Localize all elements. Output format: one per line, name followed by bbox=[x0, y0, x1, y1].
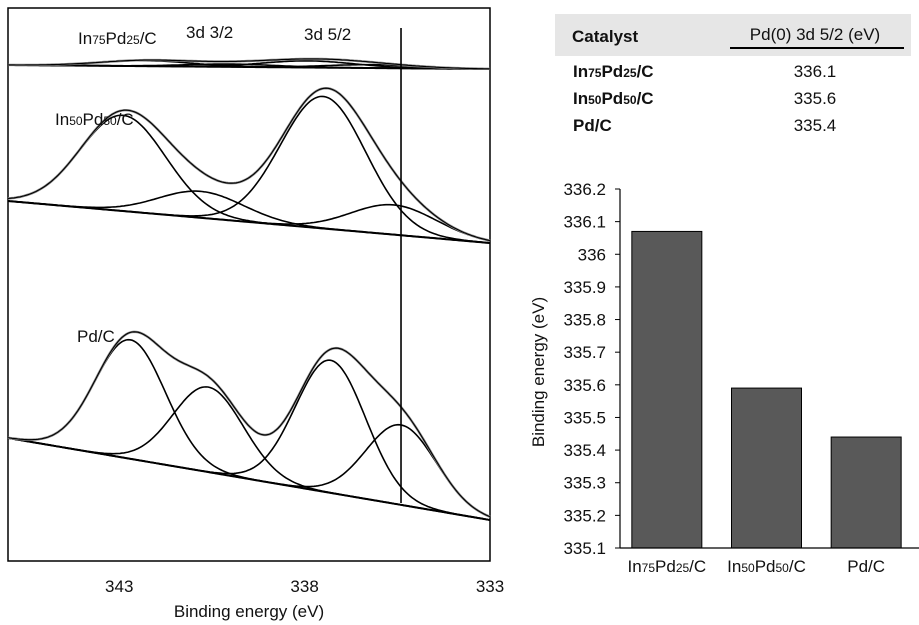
bar-y-tick-label: 335.3 bbox=[563, 474, 606, 493]
xps-x-tick-label: 343 bbox=[105, 577, 133, 596]
peak-label-3d-5-2: 3d 5/2 bbox=[304, 25, 351, 44]
bar-series bbox=[631, 230, 902, 549]
envelope-fit-curve bbox=[7, 331, 491, 518]
bar-x-tick-label: In50Pd50/C bbox=[727, 557, 806, 576]
xps-curves bbox=[7, 57, 491, 521]
xps-x-tick-label: 333 bbox=[476, 577, 504, 596]
series-label-in50pd50: In50Pd50/C bbox=[55, 110, 134, 129]
xps-spectra-panel: 3d 3/2 3d 5/2 In75Pd25/C In50Pd50/C Pd/C… bbox=[7, 7, 504, 621]
bar bbox=[631, 230, 703, 549]
measured-spectrum-curve bbox=[7, 330, 491, 518]
fitted-peak-curve bbox=[7, 423, 491, 518]
xps-x-tick-label: 338 bbox=[290, 577, 318, 596]
catalyst-table: Catalyst Pd(0) 3d 5/2 (eV) In75Pd25/C 33… bbox=[555, 14, 911, 135]
fitted-peak-curve bbox=[7, 359, 491, 521]
bar-y-tick-label: 335.2 bbox=[563, 506, 606, 525]
xps-x-axis-title: Binding energy (eV) bbox=[174, 602, 324, 621]
bar-y-tick-label: 335.6 bbox=[563, 376, 606, 395]
fitted-peak-curve bbox=[7, 200, 491, 242]
table-header-value: Pd(0) 3d 5/2 (eV) bbox=[750, 25, 880, 44]
bar-y-tick-label: 336.2 bbox=[563, 180, 606, 199]
bar-x-tick-label: Pd/C bbox=[847, 557, 885, 576]
bar-y-tick-label: 335.8 bbox=[563, 311, 606, 330]
series-label-in75pd25: In75Pd25/C bbox=[78, 29, 157, 48]
xps-x-axis-ticks: 343 338 333 bbox=[105, 577, 504, 596]
table-row-value: 335.6 bbox=[794, 89, 837, 108]
bar bbox=[731, 387, 802, 549]
table-row-label: In50Pd50/C bbox=[573, 89, 654, 108]
bar-y-axis-title: Binding energy (eV) bbox=[529, 297, 548, 447]
bar bbox=[830, 436, 902, 549]
bar-x-tick-label: In75Pd25/C bbox=[627, 557, 706, 576]
bar-y-tick-label: 336.1 bbox=[563, 213, 606, 232]
envelope-fit-curve bbox=[8, 58, 491, 70]
measured-spectrum-curve bbox=[7, 86, 491, 242]
bar-x-axis-labels: In75Pd25/C In50Pd50/C Pd/C bbox=[627, 557, 885, 576]
bar-y-tick-label: 336 bbox=[578, 245, 606, 264]
peak-label-3d-3-2: 3d 3/2 bbox=[186, 23, 233, 42]
bar-y-tick-label: 335.5 bbox=[563, 408, 606, 427]
bar-chart-panel: 335.1 335.2 335.3 335.4 335.5 335.6 335.7 335.8… bbox=[529, 180, 919, 576]
table-row-value: 335.4 bbox=[794, 116, 837, 135]
bar-y-tick-label: 335.7 bbox=[563, 343, 606, 362]
bar-y-tick-label: 335.4 bbox=[563, 441, 606, 460]
series-label-pdc: Pd/C bbox=[77, 327, 115, 346]
table-row-label: In75Pd25/C bbox=[573, 62, 654, 81]
table-row-label: Pd/C bbox=[573, 116, 612, 135]
envelope-fit-curve bbox=[7, 87, 491, 242]
fitted-peak-curve bbox=[7, 114, 491, 244]
bar-y-tick-label: 335.1 bbox=[563, 539, 606, 558]
table-row-value: 336.1 bbox=[794, 62, 837, 81]
bar-y-axis-ticks: 335.1 335.2 335.3 335.4 335.5 335.6 335.7 335.8… bbox=[563, 180, 620, 558]
fitted-peak-curve bbox=[7, 190, 491, 244]
table-header-catalyst: Catalyst bbox=[572, 27, 638, 46]
bar-y-tick-label: 335.9 bbox=[563, 278, 606, 297]
xps-plot-frame bbox=[7, 7, 491, 562]
